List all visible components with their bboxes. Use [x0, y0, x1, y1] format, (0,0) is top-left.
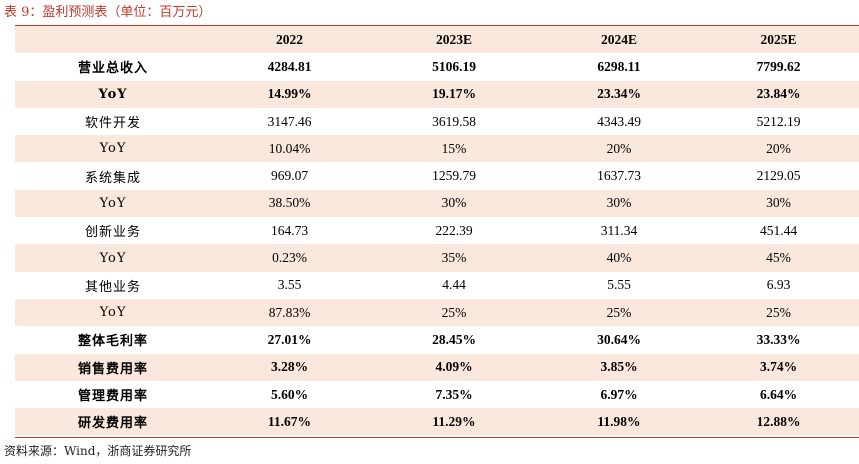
value-cell: 5.55	[607, 277, 631, 293]
source-note: 资料来源：Wind，浙商证券研究所	[4, 444, 192, 458]
row-label: 管理费用率	[77, 389, 148, 404]
value-cell: 5212.19	[756, 113, 801, 129]
value-cell: 10.04%	[211, 135, 368, 163]
row-label: 研发费用率	[15, 408, 211, 436]
header-row: 2022 2023E 2024E 2025E	[15, 26, 859, 54]
value-cell: 0.23%	[211, 244, 368, 272]
table-row: 整体毛利率 27.01% 28.45% 30.64% 33.33%	[15, 326, 859, 353]
value-cell: 7799.62	[756, 58, 801, 74]
value-cell: 451.44	[759, 222, 798, 238]
bottom-rule	[15, 437, 859, 438]
table-row: 软件开发 3147.46 3619.58 4343.49 5212.19	[15, 108, 859, 135]
value-cell: 5106.19	[432, 58, 476, 74]
value-cell: 6.93	[766, 277, 791, 293]
row-label: 销售费用率	[15, 353, 211, 381]
value-cell: 11.67%	[211, 408, 368, 436]
value-cell: 222.39	[435, 222, 473, 238]
table-row: 研发费用率 11.67% 11.29% 11.98% 12.88%	[15, 408, 859, 436]
table-caption: 表 9：盈利预测表（单位：百万元）	[4, 5, 212, 20]
table-row: YoY 38.50% 30% 30% 30%	[15, 189, 859, 218]
value-cell: 2129.05	[756, 168, 801, 184]
value-cell: 35%	[368, 244, 540, 272]
value-cell: 3.85%	[540, 353, 698, 381]
value-cell: 1259.79	[432, 168, 476, 184]
value-cell: 45%	[698, 244, 859, 272]
row-label: 创新业务	[84, 225, 141, 241]
value-cell: 40%	[540, 244, 698, 272]
value-cell: 4.44	[442, 277, 466, 293]
value-cell: 33.33%	[756, 331, 801, 347]
table-row: 系统集成 969.07 1259.79 1637.73 2129.05	[15, 162, 859, 189]
value-cell: 30%	[368, 189, 540, 218]
value-cell: 30%	[540, 189, 698, 218]
value-cell: 6298.11	[597, 58, 641, 74]
value-cell: 3619.58	[432, 113, 476, 129]
value-cell: 3.74%	[698, 353, 859, 381]
row-label: 软件开发	[84, 116, 141, 132]
value-cell: 28.45%	[432, 331, 476, 347]
row-label: YoY	[15, 244, 211, 272]
value-cell: 12.88%	[698, 408, 859, 436]
value-cell: 311.34	[600, 222, 638, 238]
table-row: 销售费用率 3.28% 4.09% 3.85% 3.74%	[15, 353, 859, 381]
value-cell: 25%	[540, 298, 698, 327]
row-label: YoY	[15, 298, 211, 327]
row-label: 营业总收入	[77, 61, 148, 77]
value-cell: 23.34%	[540, 80, 698, 108]
row-label: YoY	[15, 189, 211, 218]
value-cell: 30%	[698, 189, 859, 218]
value-cell: 164.73	[270, 222, 309, 238]
row-label: YoY	[15, 80, 211, 108]
header-cell: 2023E	[368, 26, 540, 54]
value-cell: 6.97%	[600, 386, 638, 402]
row-label: 系统集成	[84, 170, 141, 186]
table-row: YoY 0.23% 35% 40% 45%	[15, 244, 859, 272]
row-label: 其他业务	[84, 279, 141, 295]
value-cell: 5.60%	[270, 386, 309, 402]
value-cell: 14.99%	[211, 80, 368, 108]
value-cell: 6.64%	[759, 386, 798, 402]
value-cell: 20%	[698, 135, 859, 163]
table-row: 营业总收入 4284.81 5106.19 6298.11 7799.62	[15, 53, 859, 80]
row-label: 整体毛利率	[77, 334, 148, 350]
value-cell: 20%	[540, 135, 698, 163]
table-row: YoY 10.04% 15% 20% 20%	[15, 135, 859, 163]
value-cell: 19.17%	[368, 80, 540, 108]
value-cell: 969.07	[270, 168, 309, 184]
value-cell: 11.98%	[540, 408, 698, 436]
value-cell: 3147.46	[267, 113, 312, 129]
value-cell: 7.35%	[435, 386, 473, 402]
value-cell: 1637.73	[597, 168, 641, 184]
value-cell: 38.50%	[211, 189, 368, 218]
value-cell: 25%	[368, 298, 540, 327]
top-rule	[15, 25, 859, 26]
value-cell: 3.55	[277, 277, 302, 293]
table-row: 管理费用率 5.60% 7.35% 6.97% 6.64%	[15, 381, 859, 408]
table-row: YoY 14.99% 19.17% 23.34% 23.84%	[15, 80, 859, 108]
value-cell: 4.09%	[368, 353, 540, 381]
value-cell: 23.84%	[698, 80, 859, 108]
value-cell: 87.83%	[211, 298, 368, 327]
value-cell: 25%	[698, 298, 859, 327]
header-cell: 2025E	[698, 26, 859, 54]
value-cell: 30.64%	[597, 331, 641, 347]
header-cell	[15, 26, 211, 54]
value-cell: 4343.49	[597, 113, 641, 129]
row-label: YoY	[15, 135, 211, 163]
header-cell: 2022	[211, 26, 368, 54]
value-cell: 15%	[368, 135, 540, 163]
profit-forecast-table: 2022 2023E 2024E 2025E 营业总收入 4284.81 5106.…	[15, 26, 859, 436]
value-cell: 27.01%	[267, 331, 312, 347]
table-row: YoY 87.83% 25% 25% 25%	[15, 298, 859, 327]
value-cell: 4284.81	[267, 58, 312, 74]
value-cell: 11.29%	[368, 408, 540, 436]
table-row: 创新业务 164.73 222.39 311.34 451.44	[15, 217, 859, 244]
table-row: 其他业务 3.55 4.44 5.55 6.93	[15, 272, 859, 299]
value-cell: 3.28%	[211, 353, 368, 381]
header-cell: 2024E	[540, 26, 698, 54]
